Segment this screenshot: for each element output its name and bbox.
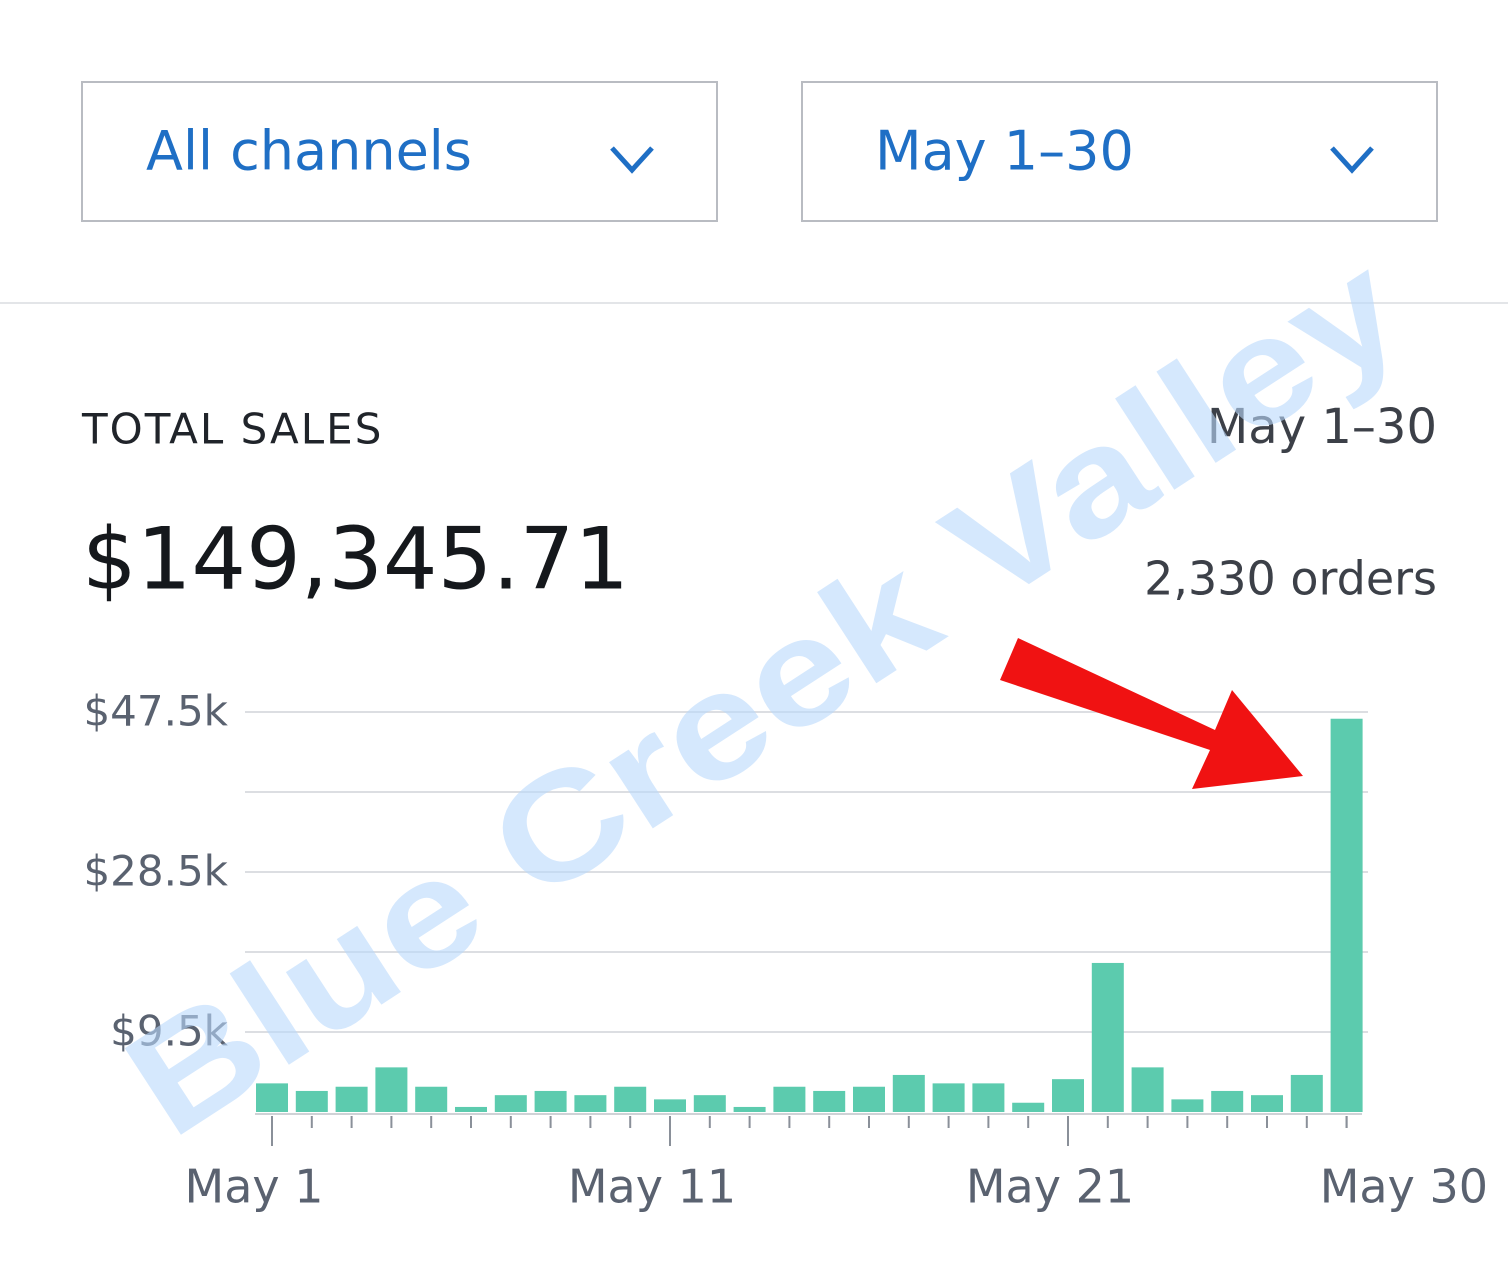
bar — [415, 1086, 448, 1112]
bar — [813, 1090, 846, 1112]
bar — [693, 1095, 726, 1112]
date-dropdown[interactable]: May 1–30 — [801, 81, 1438, 222]
bar — [614, 1086, 647, 1112]
bar — [335, 1086, 368, 1112]
bar — [972, 1083, 1005, 1112]
orders: 2,330 orders — [1144, 552, 1437, 606]
y-tick-label: $9.5k — [110, 1007, 229, 1056]
y-tick-label: $28.5k — [83, 847, 228, 896]
chevron — [610, 146, 654, 174]
total-sales: $149,345.71 — [82, 509, 629, 609]
chevron — [1330, 146, 1374, 174]
x-end-label: May 30 — [1320, 1160, 1488, 1214]
period: May 1–30 — [1207, 399, 1437, 455]
bar — [574, 1095, 607, 1112]
x-tick-label: May 21 — [966, 1160, 1134, 1214]
bar — [773, 1086, 806, 1112]
arrow — [1000, 638, 1303, 789]
bar — [295, 1090, 328, 1112]
bar — [1330, 718, 1363, 1112]
y-tick-label: $47.5k — [83, 687, 228, 736]
bar — [1091, 962, 1124, 1112]
bar — [1171, 1099, 1204, 1112]
bar — [892, 1074, 925, 1112]
bar — [1131, 1067, 1164, 1112]
x-tick-label: May 1 — [185, 1160, 324, 1214]
x-tick-label: May 11 — [568, 1160, 736, 1214]
bar — [654, 1099, 686, 1112]
bar — [932, 1083, 965, 1112]
bar — [733, 1106, 766, 1112]
watermark: Blue Creek Valley — [97, 221, 1430, 1168]
bar — [1211, 1090, 1244, 1112]
bar — [534, 1090, 567, 1112]
bar — [1012, 1102, 1045, 1112]
section-label: TOTAL SALES — [81, 405, 383, 454]
bar — [1251, 1095, 1283, 1112]
bar — [375, 1067, 408, 1112]
bar — [1290, 1074, 1323, 1112]
bar — [256, 1083, 288, 1112]
bar — [494, 1095, 527, 1112]
channel-dropdown[interactable]: All channels — [81, 81, 718, 222]
dropdown-label: All channels — [146, 120, 472, 183]
sales-chart: $9.5k $28.5k $47.5k May 1 May 11 May 21 May 30 — [83, 687, 1488, 1214]
bar — [455, 1106, 487, 1112]
dropdown-label: May 1–30 — [875, 120, 1134, 183]
dropdown-box[interactable] — [801, 81, 1438, 222]
bar — [853, 1086, 885, 1112]
dropdown-box[interactable] — [81, 81, 718, 222]
bar — [1052, 1079, 1084, 1112]
